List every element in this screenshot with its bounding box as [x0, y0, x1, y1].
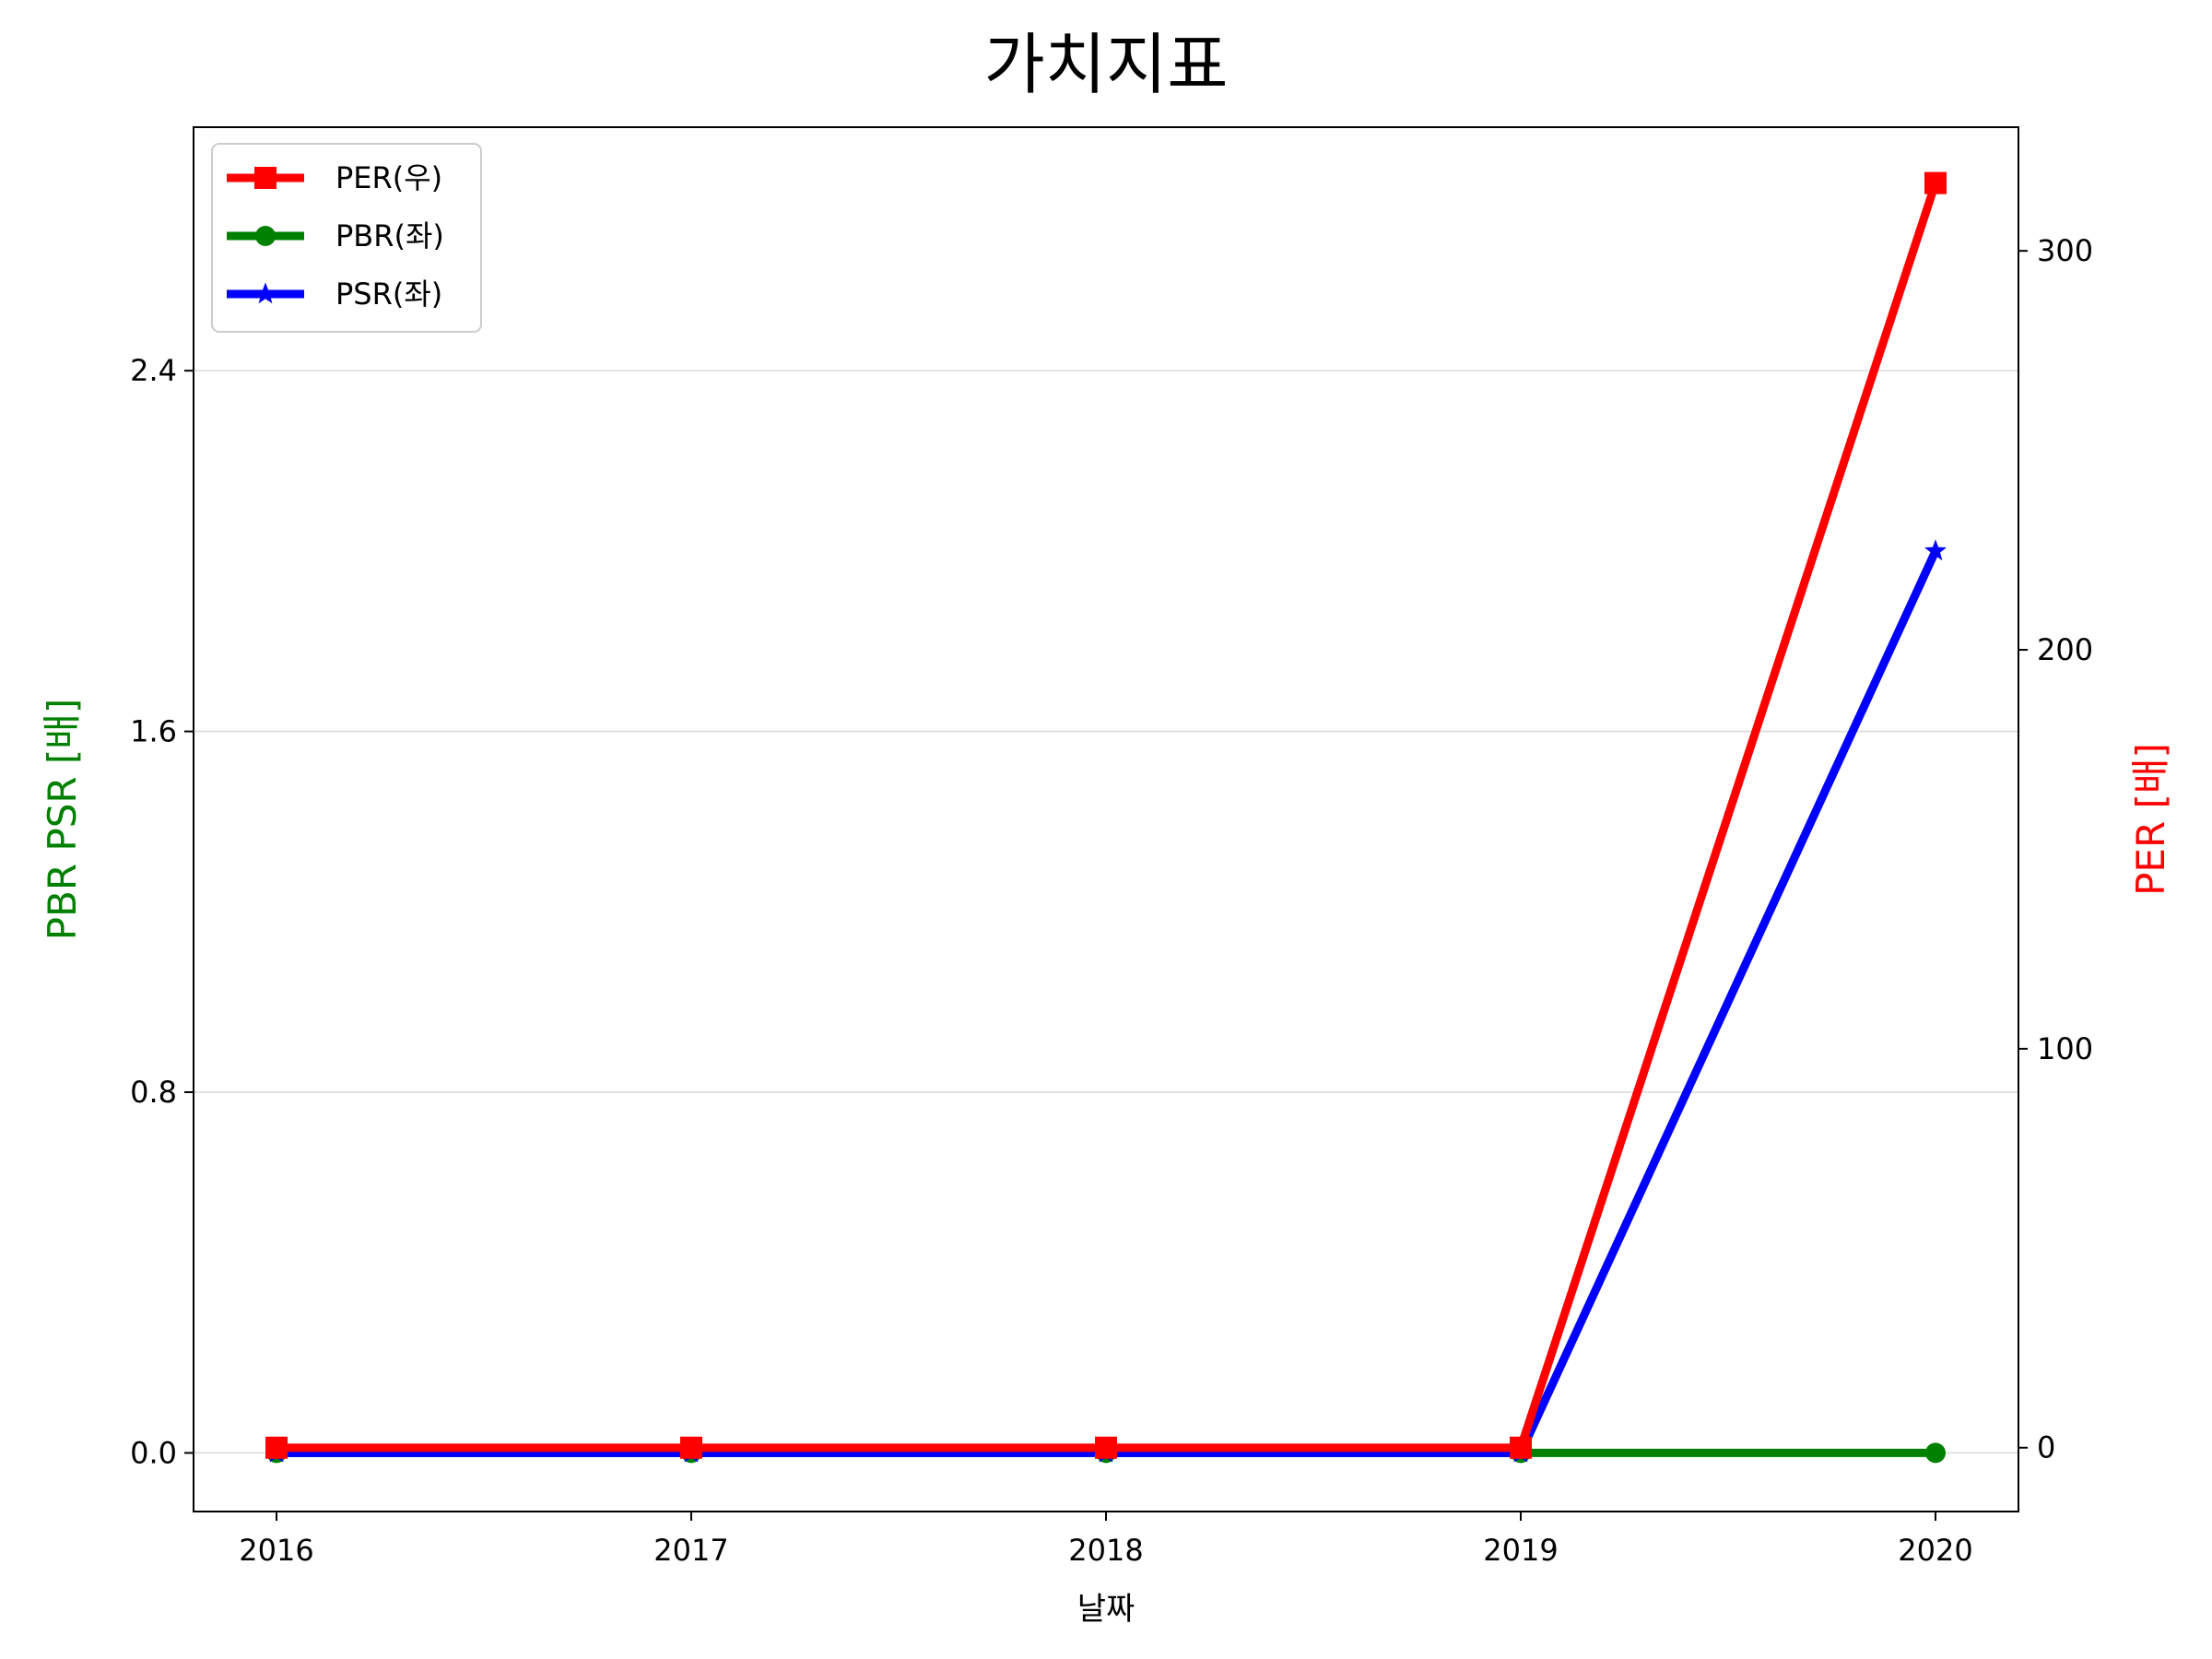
y-right-tick-label: 100 — [2037, 1031, 2093, 1066]
y-axis-left: 0.0 0.8 1.6 2.4 — [130, 353, 194, 1470]
legend-marker — [255, 226, 276, 246]
data-point — [1510, 1436, 1532, 1459]
legend-marker — [253, 282, 277, 304]
series-line — [272, 547, 1940, 1457]
y-left-tick-label: 0.0 — [130, 1435, 177, 1470]
x-tick-label: 2020 — [1898, 1533, 1972, 1568]
y-left-tick-label: 2.4 — [130, 353, 177, 388]
data-point — [1924, 171, 1947, 194]
legend-entries: PER(우) PBR(좌) PSR(좌) — [227, 160, 444, 312]
x-tick-label: 2016 — [239, 1533, 313, 1568]
data-point — [1925, 1442, 1946, 1464]
y-right-tick-label: 200 — [2037, 632, 2093, 667]
y-right-tick-label: 0 — [2037, 1430, 2055, 1465]
y-axis-right-label: PER [배] — [2128, 743, 2173, 896]
y-left-tick-label: 1.6 — [130, 714, 177, 749]
y-axis-left-label: PBR PSR [배] — [40, 699, 85, 941]
y-axis-right: 0 100 200 300 — [2018, 233, 2093, 1465]
legend-label: PSR(좌) — [335, 276, 442, 312]
x-tick-label: 2017 — [653, 1533, 728, 1568]
legend-label: PER(우) — [335, 160, 442, 195]
chart-title: 가치지표 — [984, 26, 1229, 103]
series-line — [272, 179, 1940, 1453]
legend-label: PBR(좌) — [335, 218, 444, 253]
plot-frame — [193, 126, 2019, 1512]
legend: PER(우) PBR(좌) PSR(좌) — [211, 143, 482, 333]
data-point — [265, 1436, 288, 1459]
x-tick-label: 2019 — [1483, 1533, 1558, 1568]
x-axis-label: 날짜 — [1077, 1591, 1135, 1628]
y-left-tick-label: 0.8 — [130, 1075, 177, 1110]
legend-marker — [254, 167, 276, 189]
legend-box — [211, 143, 482, 333]
series-layer — [265, 171, 1947, 1464]
data-point — [1924, 539, 1947, 561]
x-axis: 2016 2017 2018 2019 2020 — [239, 1512, 1973, 1568]
data-point — [680, 1436, 702, 1459]
grid-lines — [194, 370, 2018, 1454]
series-star — [265, 539, 1947, 1463]
x-tick-label: 2018 — [1068, 1533, 1143, 1568]
data-point — [1095, 1436, 1117, 1459]
series-square — [265, 171, 1947, 1459]
y-right-tick-label: 300 — [2037, 233, 2093, 268]
